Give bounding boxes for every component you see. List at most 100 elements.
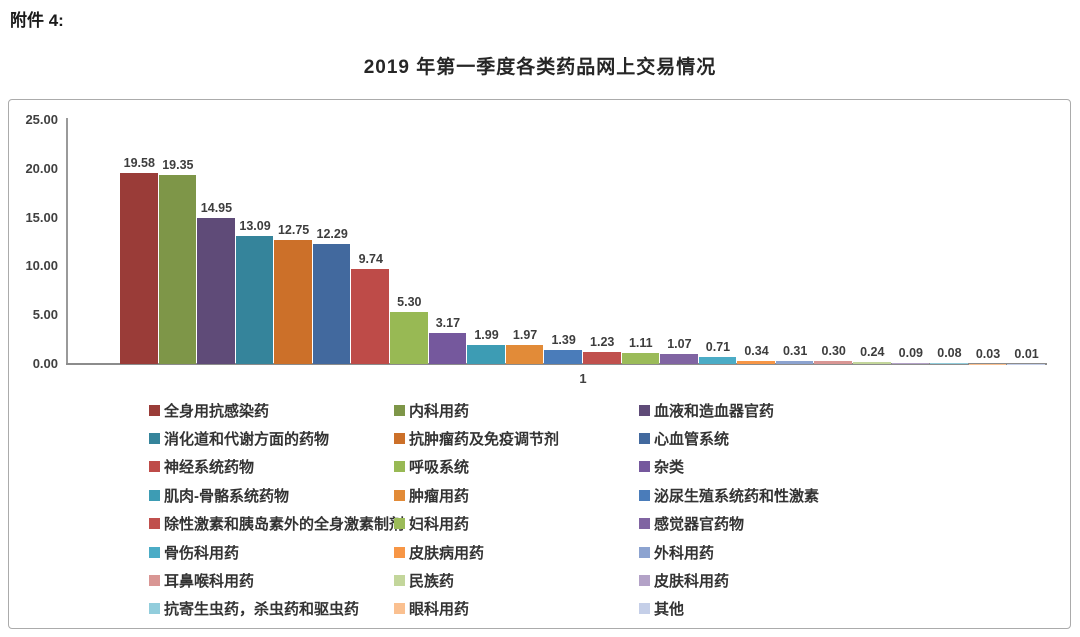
bar-value-label: 5.30 bbox=[397, 295, 422, 310]
legend-swatch-icon bbox=[394, 433, 405, 445]
bar-slot: 12.29 bbox=[312, 120, 352, 364]
bar-外科用药 bbox=[775, 360, 814, 364]
legend-label: 抗肿瘤药及免疫调节剂 bbox=[409, 431, 560, 449]
bar-slot: 0.31 bbox=[775, 120, 815, 364]
legend-item: 肿瘤用药 bbox=[394, 485, 639, 506]
legend-label: 呼吸系统 bbox=[409, 459, 470, 477]
bar-全身用抗感染药 bbox=[120, 172, 158, 364]
legend-label: 杂类 bbox=[654, 459, 685, 477]
legend-item: 皮肤科用药 bbox=[639, 570, 884, 591]
bar-slot: 19.58 bbox=[120, 120, 159, 364]
bar-slot: 5.30 bbox=[390, 120, 429, 364]
bar-slot: 0.24 bbox=[852, 120, 892, 364]
legend-label: 肿瘤用药 bbox=[409, 487, 470, 505]
legend-label: 感觉器官药物 bbox=[654, 516, 745, 534]
legend-item: 抗肿瘤药及免疫调节剂 bbox=[394, 428, 639, 449]
bar-value-label: 0.30 bbox=[821, 344, 846, 359]
bar-value-label: 0.24 bbox=[860, 344, 885, 359]
bar-value-label: 0.71 bbox=[705, 340, 731, 355]
legend-swatch-icon bbox=[639, 546, 650, 558]
legend-item: 血液和造血器官药 bbox=[639, 400, 884, 421]
chart-title: 2019 年第一季度各类药品网上交易情况 bbox=[363, 57, 717, 78]
bar-除性激素和胰岛素外的全身激素制剂 bbox=[582, 352, 621, 364]
y-axis-tick-label: 5.00 bbox=[32, 307, 58, 323]
bar-消化道和代谢方面的药物 bbox=[235, 236, 274, 364]
bar-slot: 1.99 bbox=[467, 120, 506, 364]
bar-slot: 1.07 bbox=[660, 120, 699, 364]
legend-label: 消化道和代谢方面的药物 bbox=[164, 431, 330, 449]
bar-value-label: 14.95 bbox=[200, 201, 233, 216]
bar-value-label: 0.03 bbox=[975, 346, 1001, 361]
legend-item: 消化道和代谢方面的药物 bbox=[149, 428, 394, 449]
legend-swatch-icon bbox=[149, 404, 160, 416]
legend-swatch-icon bbox=[149, 433, 160, 445]
bar-内科用药 bbox=[158, 175, 197, 364]
bar-slot: 0.09 bbox=[891, 120, 931, 364]
bar-民族药 bbox=[852, 361, 891, 364]
bar-心血管系统 bbox=[312, 244, 351, 364]
bar-杂类 bbox=[428, 333, 467, 364]
bar-slot: 1.39 bbox=[544, 120, 583, 364]
bar-slot: 0.34 bbox=[737, 120, 776, 364]
bar-value-label: 0.31 bbox=[782, 343, 808, 358]
bar-耳鼻喉科用药 bbox=[814, 361, 852, 364]
legend-label: 民族药 bbox=[409, 573, 455, 591]
bar-value-label: 0.01 bbox=[1014, 346, 1039, 361]
legend-label: 皮肤科用药 bbox=[654, 573, 730, 591]
bar-value-label: 13.09 bbox=[239, 219, 271, 234]
bar-value-label: 1.07 bbox=[667, 336, 692, 351]
legend-swatch-icon bbox=[394, 404, 405, 416]
x-axis-category-label: 1 bbox=[579, 371, 587, 386]
bar-slot: 1.23 bbox=[582, 120, 622, 364]
legend-label: 泌尿生殖系统药和性激素 bbox=[654, 487, 820, 505]
legend-label: 除性激素和胰岛素外的全身激素制剂 bbox=[164, 516, 405, 534]
y-axis-tick-label: 20.00 bbox=[25, 160, 58, 176]
bar-value-label: 9.74 bbox=[358, 251, 383, 266]
bar-泌尿生殖系统药和性激素 bbox=[544, 350, 582, 364]
bar-chart: 25.00 20.00 15.00 10.00 5.00 0.00 19.58 19.35 1… bbox=[8, 99, 1071, 629]
legend-swatch-icon bbox=[639, 603, 650, 615]
bar-slot: 0.08 bbox=[930, 120, 969, 364]
bar-slot: 13.09 bbox=[235, 120, 275, 364]
bar-妇科用药 bbox=[621, 353, 660, 364]
bar-slot: 1.11 bbox=[621, 120, 661, 364]
legend-swatch-icon bbox=[639, 433, 650, 445]
legend-item: 神经系统药物 bbox=[149, 456, 394, 477]
bar-slot: 0.01 bbox=[1007, 120, 1046, 364]
y-axis-tick-label: 10.00 bbox=[25, 258, 58, 274]
bar-抗寄生虫药，杀虫药和驱虫药 bbox=[930, 363, 968, 364]
bar-slot: 19.35 bbox=[158, 120, 198, 364]
y-axis-line bbox=[66, 118, 68, 364]
bar-value-label: 3.17 bbox=[435, 316, 461, 331]
legend-label: 妇科用药 bbox=[409, 516, 470, 534]
bar-value-label: 12.29 bbox=[316, 227, 348, 242]
legend-item: 外科用药 bbox=[639, 542, 884, 563]
chart-legend: 全身用抗感染药 内科用药 血液和造血器官药消化道和代谢方面的药物 抗肿瘤药及免疫调节剂… bbox=[149, 396, 1039, 623]
bar-value-label: 12.75 bbox=[277, 222, 310, 237]
x-axis-line bbox=[66, 363, 1047, 365]
plot-area: 19.58 19.35 14.95 13.09 12.75 12.29 9.74 5.30 3.… bbox=[120, 120, 1046, 364]
legend-item: 除性激素和胰岛素外的全身激素制剂 bbox=[149, 513, 404, 534]
legend-item: 内科用药 bbox=[394, 400, 639, 421]
bar-slot: 0.30 bbox=[814, 120, 853, 364]
legend-label: 抗寄生虫药，杀虫药和驱虫药 bbox=[164, 601, 360, 619]
bar-value-label: 1.97 bbox=[512, 327, 538, 342]
legend-swatch-icon bbox=[639, 461, 650, 473]
bar-感觉器官药物 bbox=[660, 353, 698, 364]
legend-item: 其他 bbox=[639, 598, 884, 619]
legend-swatch-icon bbox=[639, 489, 650, 501]
legend-item: 皮肤病用药 bbox=[394, 542, 639, 563]
legend-swatch-icon bbox=[149, 518, 160, 530]
legend-swatch-icon bbox=[149, 546, 160, 558]
legend-label: 其他 bbox=[654, 601, 685, 619]
bar-slot: 1.97 bbox=[505, 120, 545, 364]
legend-item: 全身用抗感染药 bbox=[149, 400, 394, 421]
bar-value-label: 19.58 bbox=[123, 155, 155, 170]
bar-抗肿瘤药及免疫调节剂 bbox=[274, 239, 312, 364]
legend-swatch-icon bbox=[394, 461, 405, 473]
legend-swatch-icon bbox=[149, 603, 160, 615]
legend-item: 呼吸系统 bbox=[394, 456, 639, 477]
legend-swatch-icon bbox=[394, 603, 405, 615]
legend-item: 杂类 bbox=[639, 456, 884, 477]
